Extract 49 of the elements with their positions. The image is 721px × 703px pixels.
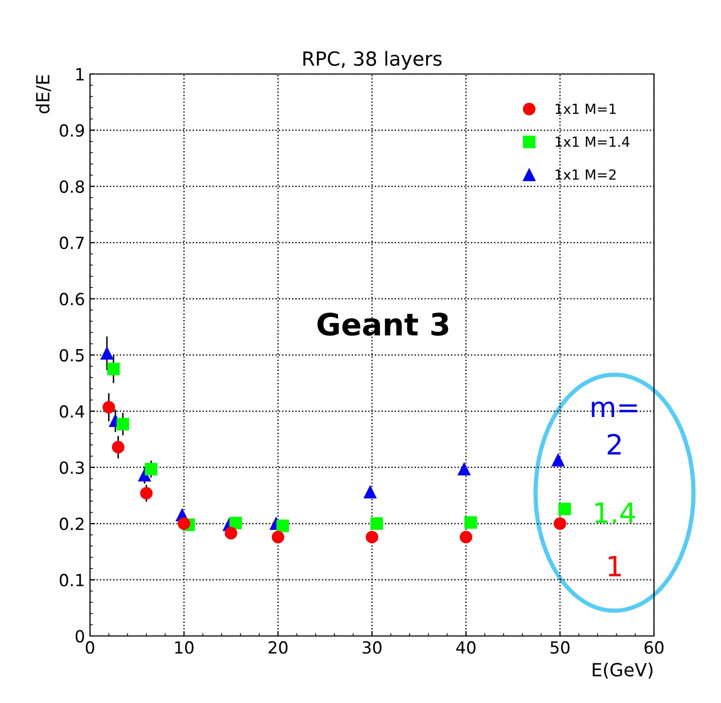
y-tick-label: 0.7: [60, 236, 84, 250]
y-tick-label: 0.6: [60, 292, 84, 306]
y-tick-label: 1: [76, 68, 84, 80]
point: [464, 516, 477, 529]
point: [276, 520, 289, 532]
point: [366, 530, 378, 544]
point: [272, 530, 284, 544]
legend-label: 1x1 M=1: [556, 104, 616, 114]
point: [458, 462, 470, 476]
point: [460, 530, 472, 544]
point: [116, 418, 130, 430]
y-tick-label: 0.5: [60, 348, 84, 362]
point: [144, 462, 158, 476]
y-tick-label: 0.8: [60, 180, 84, 193]
point: [229, 516, 242, 530]
point: [102, 401, 116, 414]
y-tick-label: 0.4: [60, 405, 84, 418]
y-tick-label: 0.3: [60, 461, 84, 474]
point: [112, 440, 124, 454]
annotation: Geant 3: [317, 312, 448, 336]
y-axis-title: dE/E: [36, 75, 51, 114]
y-tick-label: 0: [76, 630, 84, 643]
point: [554, 517, 566, 530]
point: [178, 517, 190, 530]
y-tick-label: 0.1: [60, 574, 84, 586]
x-tick-label: 0: [86, 641, 94, 654]
legend-label: 1x1 M=1.4: [556, 136, 630, 147]
annotation: m= 2: [592, 401, 637, 454]
point: [100, 347, 114, 360]
y-tick-label: 0.9: [60, 124, 84, 137]
annotation: 1: [608, 556, 621, 576]
legend-label: 1x1 M=2: [556, 169, 616, 180]
x-tick-label: 40: [456, 641, 476, 654]
x-axis-title: E(GeV): [592, 662, 652, 679]
chart-title: RPC, 38 layers: [303, 50, 442, 70]
point: [224, 526, 238, 540]
point: [558, 502, 571, 516]
point: [140, 487, 153, 500]
point: [370, 517, 383, 530]
x-tick-label: 60: [644, 641, 664, 654]
point: [552, 454, 564, 466]
point: [107, 362, 120, 376]
point: [364, 486, 376, 498]
annotation: 1.4: [595, 502, 636, 523]
x-tick-label: 10: [175, 641, 194, 654]
x-tick-label: 30: [362, 641, 382, 654]
x-tick-label: 20: [268, 641, 288, 654]
x-tick-label: 50: [550, 641, 570, 654]
y-tick-label: 0.2: [60, 518, 84, 530]
